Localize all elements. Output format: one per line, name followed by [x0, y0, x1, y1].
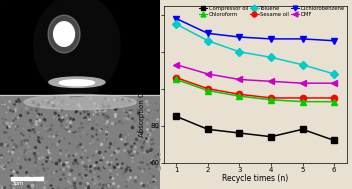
Compressor oil	[300, 128, 304, 130]
DMF	[206, 73, 210, 75]
Legend: Compressor oil, Chloroform, Toluene, Sesame oil, Dichlorobenzene, DMF: Compressor oil, Chloroform, Toluene, Ses…	[198, 5, 346, 18]
Circle shape	[54, 22, 75, 46]
Dichlorobenzene	[332, 40, 336, 42]
X-axis label: Recycle times (n): Recycle times (n)	[222, 174, 288, 183]
Sesame oil	[269, 97, 273, 99]
Sesame oil	[174, 77, 178, 79]
Chloroform	[269, 99, 273, 101]
Bar	[0, 0, 160, 94]
Chloroform	[206, 89, 210, 92]
Toluene	[332, 73, 336, 75]
Line: Toluene: Toluene	[173, 21, 337, 77]
Line: Sesame oil: Sesame oil	[173, 74, 337, 101]
Sesame oil	[237, 93, 241, 95]
Sesame oil	[332, 97, 336, 99]
Bar	[0, 94, 160, 189]
Line: Compressor oil: Compressor oil	[173, 113, 337, 143]
DMF	[237, 78, 241, 81]
Text: 3μm: 3μm	[11, 181, 24, 186]
Chloroform	[237, 95, 241, 97]
Chloroform	[300, 101, 304, 103]
Line: Dichlorobenzene: Dichlorobenzene	[173, 15, 337, 44]
Dichlorobenzene	[300, 38, 304, 40]
Sesame oil	[206, 88, 210, 90]
Ellipse shape	[24, 94, 136, 110]
DMF	[332, 82, 336, 84]
Toluene	[300, 64, 304, 66]
Circle shape	[34, 0, 120, 96]
Compressor oil	[269, 136, 273, 138]
Sesame oil	[300, 97, 304, 99]
Toluene	[269, 56, 273, 58]
Y-axis label: Absorption Capacity (κ, wt/wt): Absorption Capacity (κ, wt/wt)	[138, 31, 145, 137]
Compressor oil	[206, 128, 210, 130]
DMF	[300, 82, 304, 84]
DMF	[174, 64, 178, 66]
DMF	[269, 80, 273, 82]
Line: Chloroform: Chloroform	[173, 76, 337, 105]
Dichlorobenzene	[206, 32, 210, 34]
Toluene	[174, 23, 178, 25]
Chloroform	[332, 101, 336, 103]
Compressor oil	[237, 132, 241, 134]
Chloroform	[174, 78, 178, 81]
Compressor oil	[174, 115, 178, 118]
Circle shape	[48, 15, 80, 53]
Toluene	[237, 51, 241, 53]
Dichlorobenzene	[174, 17, 178, 20]
Bar	[11, 177, 43, 180]
Toluene	[206, 40, 210, 42]
Compressor oil	[332, 139, 336, 142]
Dichlorobenzene	[269, 38, 273, 40]
Dichlorobenzene	[237, 36, 241, 38]
Ellipse shape	[49, 77, 105, 87]
Ellipse shape	[59, 80, 94, 86]
Line: DMF: DMF	[173, 62, 337, 86]
